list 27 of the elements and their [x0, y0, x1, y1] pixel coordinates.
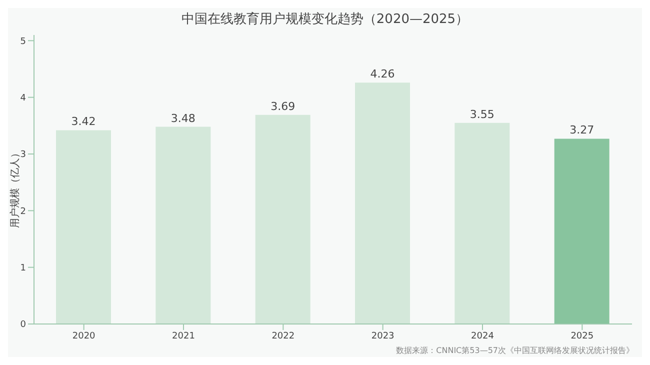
data-label: 4.26 — [370, 68, 395, 81]
bar — [554, 138, 610, 324]
bar — [56, 130, 111, 324]
y-tick-label: 4 — [20, 94, 26, 104]
x-tick-label: 2021 — [172, 331, 195, 342]
bar — [156, 126, 211, 324]
y-axis-title: 用户规模（亿人） — [8, 148, 21, 228]
x-tick-label: 2023 — [371, 331, 394, 342]
y-tick-label: 0 — [20, 320, 26, 330]
source-note: 数据来源：CNNIC第53—57次《中国互联网络发展状况统计报告》 — [396, 345, 634, 356]
data-label: 3.42 — [71, 115, 96, 128]
y-tick-label: 2 — [20, 206, 26, 217]
x-tick-label: 2022 — [272, 331, 295, 342]
bar — [255, 114, 310, 324]
y-tick-label: 1 — [20, 264, 26, 274]
bar — [355, 82, 410, 324]
bar — [454, 122, 510, 324]
data-label: 3.69 — [270, 100, 296, 113]
y-tick-label: 5 — [20, 36, 26, 47]
data-label: 3.55 — [470, 108, 494, 121]
y-tick-label: 3 — [20, 150, 26, 160]
x-tick-label: 2025 — [570, 331, 594, 342]
x-tick-label: 2020 — [72, 331, 96, 342]
x-tick-label: 2024 — [471, 331, 494, 342]
chart-title: 中国在线教育用户规模变化趋势（2020—2025） — [180, 10, 470, 28]
data-label: 3.48 — [170, 112, 196, 125]
data-label: 3.27 — [570, 124, 594, 137]
